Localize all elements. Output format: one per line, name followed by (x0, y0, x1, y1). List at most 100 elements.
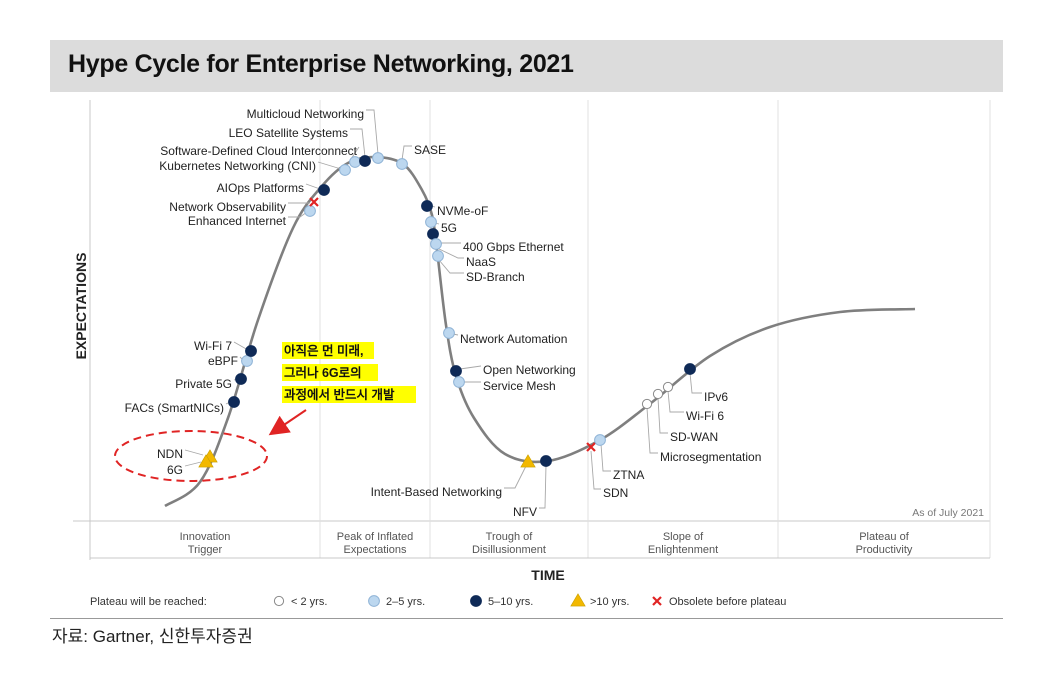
tech-point (241, 355, 253, 367)
tech-point (662, 381, 674, 393)
tech-point (304, 205, 316, 217)
tech-point (372, 152, 384, 164)
leader-line (401, 145, 412, 161)
leader-line (590, 450, 601, 490)
leader-line (539, 464, 547, 509)
annotation-arrow (268, 409, 307, 436)
hype-curve (164, 155, 916, 508)
annotation-text: 그러나 6G로의 (284, 365, 362, 380)
tech-point (198, 454, 214, 468)
tech-label: NVMe-oF (437, 204, 488, 218)
tech-label: SD-Branch (466, 270, 525, 284)
tech-point (652, 388, 664, 400)
leader-line (288, 211, 308, 218)
tech-label: SASE (414, 143, 446, 157)
legend-label: < 2 yrs. (291, 596, 327, 608)
tech-label: Service Mesh (483, 379, 556, 393)
leader-line (600, 443, 611, 472)
page-title: Hype Cycle for Enterprise Networking, 20… (68, 50, 574, 78)
leader-line (184, 449, 204, 456)
tech-label: NaaS (466, 255, 496, 269)
phase-label: Disillusionment (472, 544, 546, 556)
leader-line (504, 465, 527, 489)
annotation-highlight (282, 386, 416, 403)
bottom-rule (50, 618, 1003, 619)
phase-label: Trough of (486, 531, 534, 543)
phase-label: Expectations (344, 544, 407, 556)
tech-label: Private 5G (175, 377, 232, 391)
tech-point (430, 238, 442, 250)
tech-point (450, 365, 462, 377)
annotation-highlight (282, 342, 374, 359)
tech-label: Enhanced Internet (188, 214, 287, 228)
tech-label: Intent-Based Networking (371, 485, 502, 499)
tech-point (359, 155, 371, 167)
tech-label: IPv6 (704, 390, 728, 404)
leader-lines (184, 109, 702, 509)
tech-point (520, 454, 536, 468)
annotation-text: 아직은 먼 미래, (284, 343, 363, 358)
tech-label: LEO Satellite Systems (229, 126, 348, 140)
tech-label: 400 Gbps Ethernet (463, 240, 564, 254)
phase-label: Slope of (663, 531, 704, 543)
tech-point (432, 250, 444, 262)
tech-label: Microsegmentation (660, 450, 761, 464)
leader-line (350, 128, 366, 158)
tech-label: SDN (603, 486, 628, 500)
tech-label: Software-Defined Cloud Interconnect (160, 144, 357, 158)
legend-label: >10 yrs. (590, 596, 629, 608)
tech-label: 5G (441, 221, 457, 235)
tech-label: AIOps Platforms (217, 181, 304, 195)
phase-label: Enlightenment (648, 544, 718, 556)
technology-points (198, 152, 696, 468)
legend-marker (368, 595, 380, 607)
y-axis-label: EXPECTATIONS (73, 253, 89, 360)
legend-marker (570, 593, 586, 607)
leader-line (305, 183, 321, 190)
tech-point (349, 156, 361, 168)
phase-label: Peak of Inflated (337, 531, 413, 543)
tech-point (245, 345, 257, 357)
tech-point (235, 373, 247, 385)
phase-label: Innovation (180, 531, 231, 543)
annotation-highlight (282, 364, 378, 381)
leader-line (657, 397, 668, 434)
as-of-note: As of July 2021 (912, 507, 984, 519)
phase-label: Plateau of (859, 531, 909, 543)
tech-point (396, 158, 408, 170)
highlight-ellipse (114, 430, 268, 482)
tech-label: ZTNA (613, 468, 644, 482)
phase-label: Trigger (188, 544, 223, 556)
tech-point (586, 442, 596, 452)
leader-line (436, 247, 464, 259)
tech-point (684, 363, 696, 375)
legend-marker (652, 596, 662, 606)
tech-label: Network Automation (460, 332, 567, 346)
annotation-text: 과정에서 반드시 개발 (284, 387, 395, 402)
tech-label: SD-WAN (670, 430, 718, 444)
tech-point (339, 164, 351, 176)
legend: Plateau will be reached: < 2 yrs. 2–5 yrs.… (90, 593, 786, 608)
legend-marker (470, 595, 482, 607)
tech-point (427, 228, 439, 240)
tech-label: Open Networking (483, 363, 576, 377)
tech-point (425, 216, 437, 228)
tech-label: Network Observability (169, 200, 286, 214)
tech-point (453, 376, 465, 388)
tech-point (594, 434, 606, 446)
tech-point (318, 184, 330, 196)
tech-label: NFV (513, 505, 537, 519)
leader-line (184, 461, 202, 467)
tech-label: Wi-Fi 7 (194, 339, 232, 353)
legend-label: Obsolete before plateau (669, 596, 786, 608)
tech-label: Kubernetes Networking (CNI) (159, 159, 316, 173)
tech-label: FACs (SmartNICs) (125, 401, 224, 415)
legend-marker (273, 595, 285, 607)
tech-label: eBPF (208, 354, 238, 368)
legend-title: Plateau will be reached: (90, 596, 207, 608)
tech-point (309, 197, 319, 207)
leader-line (667, 390, 684, 413)
